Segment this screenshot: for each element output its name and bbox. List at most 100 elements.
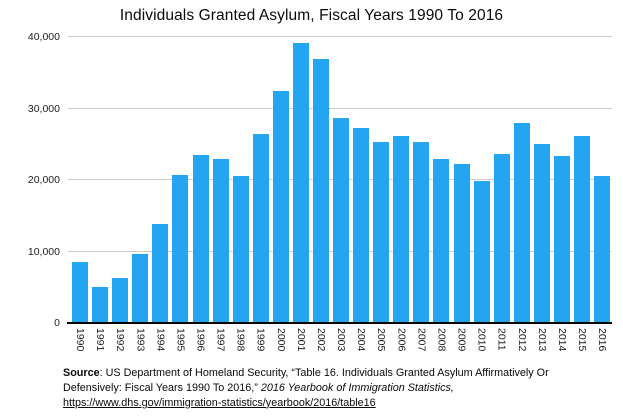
y-tick-label: 10,000 — [27, 245, 60, 258]
source-link[interactable]: https://www.dhs.gov/immigration-statisti… — [63, 396, 376, 409]
x-tick: 2010 — [472, 328, 492, 351]
x-tick-label: 1991 — [94, 328, 107, 352]
x-tick-label: 1995 — [174, 328, 187, 352]
bar-column — [572, 37, 592, 323]
x-tick: 2000 — [271, 328, 291, 351]
bar-column — [130, 37, 150, 323]
bar-1999 — [252, 133, 269, 323]
x-tick: 2002 — [311, 328, 331, 351]
source-label: Source — [63, 367, 100, 379]
y-tick-label: 20,000 — [27, 174, 60, 186]
x-tick: 2007 — [411, 328, 431, 351]
x-tick-label: 2011 — [495, 328, 508, 351]
bar-column — [492, 37, 512, 323]
x-tick-label: 2016 — [596, 328, 609, 352]
bar-2005 — [373, 142, 390, 323]
x-tick: 1993 — [130, 328, 150, 351]
x-tick: 1996 — [190, 328, 210, 351]
source-citation: 2016 Yearbook of Immigration Statistics, — [260, 381, 454, 394]
bar-1990 — [72, 262, 89, 323]
x-tick: 2009 — [451, 328, 471, 351]
x-tick: 1998 — [231, 328, 251, 351]
x-tick-label: 2005 — [375, 328, 388, 352]
gridline — [68, 36, 612, 37]
x-tick-label: 1999 — [254, 328, 267, 352]
bar-column — [411, 37, 431, 323]
bar-2000 — [272, 90, 289, 323]
bar-column — [451, 37, 471, 323]
x-tick-label: 1998 — [234, 328, 247, 352]
y-axis: 0 10,000 20,000 30,000 40,000 — [0, 31, 60, 329]
x-tick: 2012 — [512, 328, 532, 351]
x-tick-label: 1996 — [194, 328, 207, 352]
x-tick-label: 2010 — [475, 328, 488, 352]
bar-1992 — [112, 277, 129, 323]
x-tick: 2005 — [371, 328, 391, 351]
x-tick-label: 2004 — [355, 328, 368, 352]
source-note: Source: US Department of Homeland Securi… — [63, 366, 579, 411]
y-tick-label: 30,000 — [27, 102, 60, 115]
bar-2015 — [573, 136, 590, 323]
x-tick-label: 1992 — [114, 328, 127, 352]
x-tick: 2015 — [572, 328, 592, 351]
x-tick: 1992 — [110, 328, 130, 351]
bar-column — [351, 37, 371, 323]
bar-2013 — [533, 143, 550, 323]
y-tick-label: 40,000 — [27, 31, 60, 43]
x-tick: 2006 — [391, 328, 411, 351]
plot-area — [67, 36, 612, 324]
bar-2011 — [493, 153, 510, 323]
x-tick-label: 2013 — [535, 328, 548, 352]
bar-column — [592, 37, 612, 323]
x-tick-label: 1994 — [154, 328, 167, 352]
bar-column — [391, 37, 411, 323]
bar-1998 — [232, 176, 249, 323]
x-tick: 2008 — [431, 328, 451, 351]
bar-2001 — [292, 42, 309, 323]
chart-title: Individuals Granted Asylum, Fiscal Years… — [119, 7, 504, 24]
bar-1993 — [132, 253, 149, 323]
x-axis-line — [67, 322, 612, 324]
x-tick-label: 2000 — [274, 328, 287, 352]
bar-column — [532, 37, 552, 323]
x-tick: 1997 — [211, 328, 231, 351]
bar-2004 — [353, 127, 370, 323]
bar-2003 — [333, 117, 350, 323]
bar-column — [331, 37, 351, 323]
bar-2006 — [393, 136, 410, 323]
bar-2010 — [473, 181, 490, 323]
bar-2008 — [433, 159, 450, 323]
bar-column — [311, 37, 331, 323]
x-axis-labels: 1990 1991 1992 1993 1994 1995 1996 1997 1998 1999… — [70, 328, 612, 351]
x-tick-label: 2002 — [314, 328, 327, 352]
x-tick-label: 2012 — [515, 328, 528, 352]
bar-column — [150, 37, 170, 323]
bars-container — [70, 37, 612, 323]
x-tick-label: 2001 — [294, 328, 307, 352]
bar-column — [512, 37, 532, 323]
x-tick-label: 2006 — [395, 328, 408, 352]
bar-column — [190, 37, 210, 323]
bar-column — [90, 37, 110, 323]
x-tick-label: 2009 — [455, 328, 468, 352]
x-tick: 1995 — [170, 328, 190, 351]
bar-2014 — [553, 155, 570, 323]
gridline — [68, 107, 612, 109]
bar-column — [271, 37, 291, 323]
bar-1995 — [172, 175, 189, 323]
x-tick-label: 2014 — [555, 328, 568, 352]
bar-1991 — [92, 287, 109, 323]
x-tick-label: 2008 — [435, 328, 448, 352]
x-tick: 2003 — [331, 328, 351, 351]
x-tick-label: 1993 — [134, 328, 147, 352]
x-tick-label: 1997 — [214, 328, 227, 352]
bar-column — [251, 37, 271, 323]
x-tick-label: 2015 — [575, 328, 588, 352]
bar-column — [110, 37, 130, 323]
x-tick: 2011 — [492, 328, 512, 351]
bar-column — [291, 37, 311, 323]
x-tick: 1999 — [251, 328, 271, 351]
bar-1994 — [152, 224, 169, 323]
bar-column — [170, 37, 190, 323]
